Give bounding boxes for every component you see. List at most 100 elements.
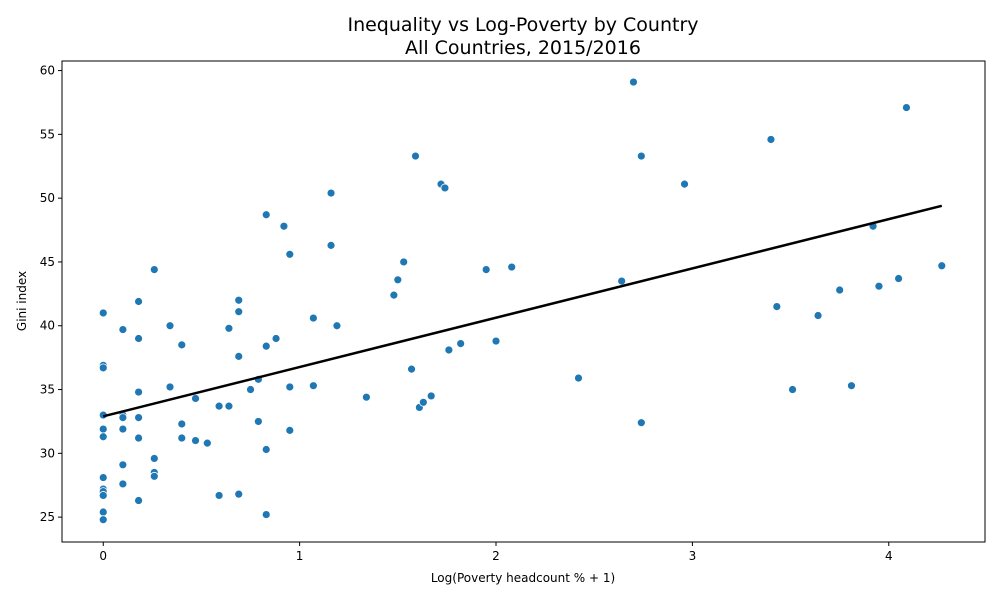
data-point	[618, 277, 626, 285]
data-point	[235, 296, 243, 304]
data-point	[629, 78, 637, 86]
y-tick-label: 25	[40, 510, 55, 524]
data-point	[262, 211, 270, 219]
data-point	[681, 180, 689, 188]
data-point	[411, 152, 419, 160]
data-point	[235, 308, 243, 316]
data-point	[333, 322, 341, 330]
data-point	[150, 266, 158, 274]
data-point	[99, 433, 107, 441]
x-tick-label: 2	[492, 549, 500, 563]
data-point	[166, 322, 174, 330]
data-point	[215, 402, 223, 410]
data-point	[225, 324, 233, 332]
data-point	[135, 388, 143, 396]
data-point	[192, 394, 200, 402]
data-point	[99, 491, 107, 499]
data-point	[99, 364, 107, 372]
data-point	[262, 511, 270, 519]
data-point	[457, 340, 465, 348]
data-point	[150, 454, 158, 462]
data-point	[280, 222, 288, 230]
data-point	[178, 341, 186, 349]
data-point	[166, 383, 174, 391]
data-point	[394, 276, 402, 284]
data-point	[119, 414, 127, 422]
data-point	[286, 250, 294, 258]
data-point	[192, 437, 200, 445]
data-point	[99, 309, 107, 317]
data-point	[836, 286, 844, 294]
data-point	[119, 461, 127, 469]
data-point	[262, 446, 270, 454]
data-point	[309, 314, 317, 322]
data-point	[178, 420, 186, 428]
y-tick-label: 60	[40, 64, 55, 78]
y-tick-label: 50	[40, 191, 55, 205]
data-point	[427, 392, 435, 400]
data-point	[327, 189, 335, 197]
data-point	[445, 346, 453, 354]
x-tick-label: 3	[689, 549, 697, 563]
data-point	[400, 258, 408, 266]
data-point	[390, 291, 398, 299]
data-point	[262, 342, 270, 350]
chart-title: Inequality vs Log-Poverty by Country	[347, 14, 698, 36]
data-point	[286, 383, 294, 391]
data-point	[508, 263, 516, 271]
x-axis-label: Log(Poverty headcount % + 1)	[431, 571, 615, 585]
data-point	[938, 262, 946, 270]
data-point	[135, 414, 143, 422]
chart-subtitle: All Countries, 2015/2016	[405, 37, 641, 59]
data-point	[408, 365, 416, 373]
data-point	[272, 335, 280, 343]
data-point	[99, 425, 107, 433]
data-point	[247, 386, 255, 394]
y-tick-label: 45	[40, 255, 55, 269]
x-tick-label: 0	[99, 549, 107, 563]
data-point	[135, 497, 143, 505]
data-point	[150, 472, 158, 480]
data-point	[789, 386, 797, 394]
y-tick-label: 40	[40, 319, 55, 333]
data-point	[235, 352, 243, 360]
data-point	[99, 508, 107, 516]
data-point	[99, 474, 107, 482]
y-axis-label: Gini index	[15, 271, 29, 331]
data-point	[847, 382, 855, 390]
data-point	[637, 152, 645, 160]
data-point	[99, 516, 107, 524]
y-tick-label: 35	[40, 383, 55, 397]
data-point	[419, 398, 427, 406]
data-point	[135, 434, 143, 442]
data-point	[875, 282, 883, 290]
data-point	[902, 104, 910, 112]
data-point	[135, 335, 143, 343]
data-point	[637, 419, 645, 427]
y-tick-label: 30	[40, 446, 55, 460]
y-tick-label: 55	[40, 127, 55, 141]
data-point	[286, 426, 294, 434]
data-point	[814, 312, 822, 320]
data-point	[309, 382, 317, 390]
data-point	[767, 135, 775, 143]
data-point	[215, 491, 223, 499]
data-point	[327, 241, 335, 249]
data-point	[119, 326, 127, 334]
data-point	[225, 402, 233, 410]
data-point	[492, 337, 500, 345]
x-tick-label: 1	[296, 549, 304, 563]
data-point	[203, 439, 211, 447]
x-tick-label: 4	[885, 549, 893, 563]
data-point	[895, 275, 903, 283]
data-point	[482, 266, 490, 274]
data-point	[773, 303, 781, 311]
data-point	[254, 417, 262, 425]
data-point	[119, 480, 127, 488]
data-point	[235, 490, 243, 498]
data-point	[574, 374, 582, 382]
data-point	[178, 434, 186, 442]
data-point	[441, 184, 449, 192]
